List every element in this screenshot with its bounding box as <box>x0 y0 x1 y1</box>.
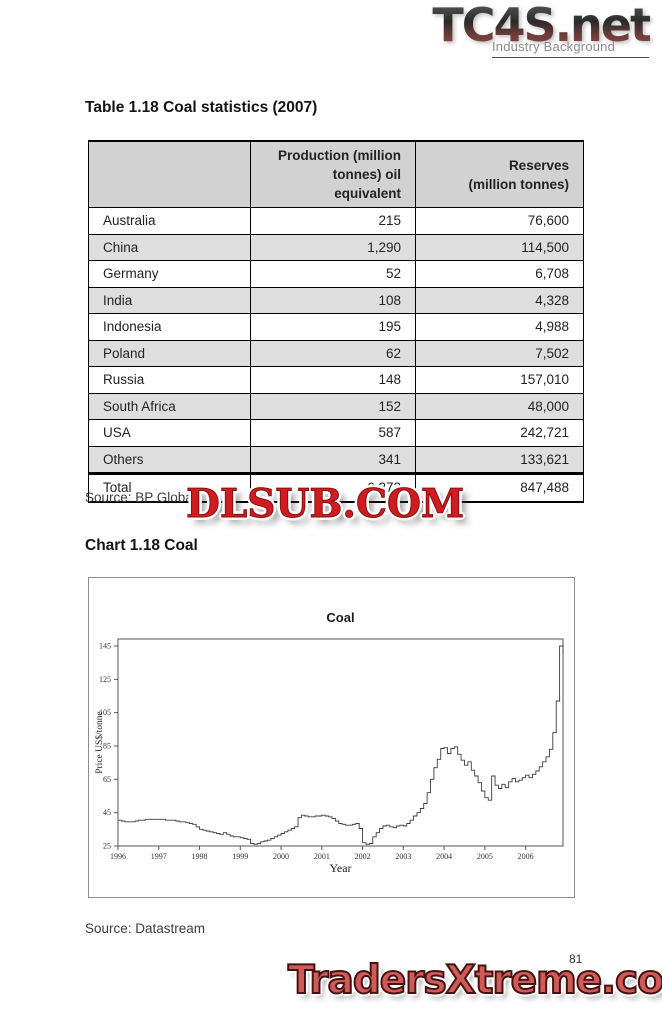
production-cell: 148 <box>250 366 416 394</box>
reserves-cell: 242,721 <box>415 419 584 447</box>
coal-table-header: Production (million tonnes) oil equivalen… <box>88 140 584 208</box>
x-tick-label: 2000 <box>273 852 289 861</box>
x-tick-label: 2002 <box>355 852 371 861</box>
reserves-cell: 114,500 <box>415 233 584 261</box>
y-tick-label: 105 <box>99 708 111 717</box>
table-row: Others 341 133,621 <box>88 445 584 474</box>
production-cell: 215 <box>250 207 416 235</box>
y-tick-label: 45 <box>103 808 111 817</box>
plot-border <box>117 638 564 847</box>
reserves-cell: 157,010 <box>415 366 584 394</box>
table-row: South Africa 152 48,000 <box>88 392 584 420</box>
production-cell: 152 <box>250 392 416 420</box>
reserves-cell: 6,708 <box>415 260 584 288</box>
x-tick-label: 2001 <box>314 852 330 861</box>
production-cell: 195 <box>250 313 416 341</box>
reserves-cell: 76,600 <box>415 207 584 235</box>
y-tick-label: 125 <box>99 675 111 684</box>
production-cell: 62 <box>250 339 416 367</box>
production-cell: 108 <box>250 286 416 314</box>
table-corner-cell <box>88 140 251 208</box>
header-line: Production (million <box>278 148 401 163</box>
table-row: India 108 4,328 <box>88 286 584 314</box>
coal-chart-svg: Coal 25 45 65 85 105 125 145 1996 1997 1998 1999 200… <box>94 610 564 875</box>
x-tick-label: 2006 <box>518 852 534 861</box>
country-cell: Total <box>88 472 251 502</box>
y-tick-label: 85 <box>103 742 111 751</box>
y-tick-label: 145 <box>99 642 111 651</box>
country-cell: Russia <box>88 366 251 394</box>
dlsub-watermark: DLSUB.COM <box>185 481 465 527</box>
table-row: Germany 52 6,708 <box>88 260 584 288</box>
header-line: (million tonnes) <box>468 176 570 192</box>
table-row: China 1,290 114,500 <box>88 233 584 261</box>
x-axis-label: Year <box>329 861 351 875</box>
production-cell: 52 <box>250 260 416 288</box>
header-tagline: Industry Background <box>492 39 649 58</box>
x-tick-label: 1996 <box>110 852 126 861</box>
country-cell: India <box>88 286 251 314</box>
reserves-cell: 7,502 <box>415 339 584 367</box>
country-cell: China <box>88 233 251 261</box>
reserves-cell: 133,621 <box>415 445 584 474</box>
chart-heading: Chart 1.18 Coal <box>85 537 198 554</box>
chart-title: Coal <box>326 610 354 625</box>
table-source: Source: BP Globa <box>85 490 193 505</box>
country-cell: South Africa <box>88 392 251 420</box>
reserves-header-cell: Reserves (million tonnes) <box>415 140 584 208</box>
table-row: Indonesia 195 4,988 <box>88 313 584 341</box>
table-title: Table 1.18 Coal statistics (2007) <box>85 99 318 116</box>
country-cell: Germany <box>88 260 251 288</box>
x-tick-label: 2005 <box>477 852 493 861</box>
reserves-cell: 4,328 <box>415 286 584 314</box>
table-header-row: Production (million tonnes) oil equivalen… <box>88 140 584 208</box>
production-cell: 6,272 <box>250 472 416 502</box>
y-tick-label: 25 <box>103 842 111 851</box>
reserves-cell: 48,000 <box>415 392 584 420</box>
x-tick-label: 2003 <box>395 852 411 861</box>
x-tick-label: 1999 <box>232 852 248 861</box>
table-row: USA 587 242,721 <box>88 419 584 447</box>
y-axis-label: Price US$/tonne <box>94 711 105 774</box>
x-tick-label: 1997 <box>151 852 167 861</box>
country-cell: Others <box>88 445 251 474</box>
production-cell: 587 <box>250 419 416 447</box>
table-row: Russia 148 157,010 <box>88 366 584 394</box>
table-row: Poland 62 7,502 <box>88 339 584 367</box>
coal-table-body: Australia 215 76,600 China 1,290 114,500 Germa… <box>88 207 584 502</box>
production-header-cell: Production (million tonnes) oil equivalen… <box>250 140 416 208</box>
chart-frame: Coal 25 45 65 85 105 125 145 1996 1997 1998 1999 200… <box>88 577 575 898</box>
y-tick-label: 65 <box>103 775 111 784</box>
coal-table: Production (million tonnes) oil equivalen… <box>88 140 584 503</box>
site-logo: TC4S.net <box>432 0 652 52</box>
reserves-cell: 4,988 <box>415 313 584 341</box>
production-cell: 341 <box>250 445 416 474</box>
x-tick-label: 1998 <box>192 852 208 861</box>
header-line: Reserves <box>508 157 569 173</box>
table-total-row: Total 6,272 847,488 <box>88 472 584 502</box>
reserves-cell: 847,488 <box>415 472 584 502</box>
country-cell: Australia <box>88 207 251 235</box>
country-cell: Indonesia <box>88 313 251 341</box>
country-cell: USA <box>88 419 251 447</box>
production-cell: 1,290 <box>250 233 416 261</box>
table-row: Australia 215 76,600 <box>88 207 584 235</box>
header-line: tonnes) oil equivalent <box>332 167 401 201</box>
country-cell: Poland <box>88 339 251 367</box>
chart-source: Source: Datastream <box>85 921 206 936</box>
tradersxtreme-watermark: TradersXtreme.com <box>287 958 662 1003</box>
x-tick-label: 2004 <box>436 852 452 861</box>
page-number: 81 <box>569 952 583 966</box>
price-line <box>118 645 564 845</box>
